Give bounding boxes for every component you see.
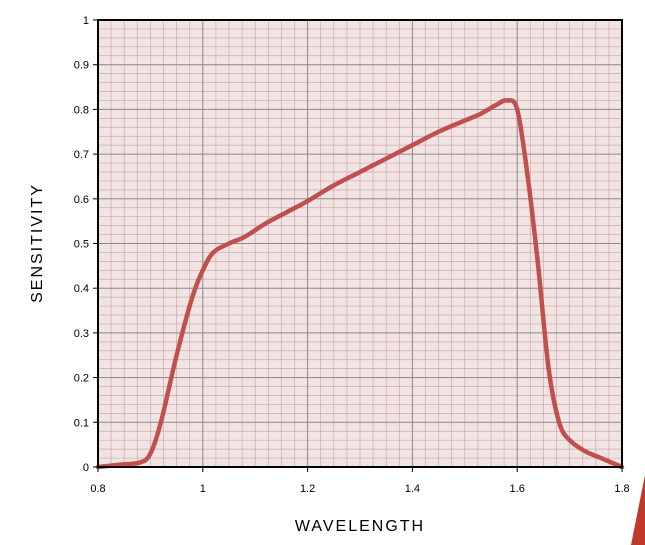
y-tick-label: 0.6	[74, 194, 89, 206]
x-tick-label: 1.8	[614, 483, 629, 495]
y-tick-label: 0.8	[74, 104, 89, 116]
data-point	[201, 268, 205, 272]
data-point	[568, 438, 572, 442]
x-tick-label: 0.8	[90, 483, 105, 495]
y-tick-label: 0.2	[74, 373, 89, 385]
data-point	[148, 452, 152, 456]
data-point	[243, 235, 247, 239]
data-point	[175, 353, 179, 357]
y-tick-label: 0.1	[74, 417, 89, 429]
data-point	[410, 143, 414, 147]
data-point	[494, 103, 498, 107]
y-tick-label: 0.7	[74, 149, 89, 161]
x-axis-title: WAVELENGTH	[295, 518, 425, 535]
y-tick-label: 0.4	[74, 283, 89, 295]
x-tick-label: 1.2	[300, 483, 315, 495]
y-tick-label: 0.3	[74, 328, 89, 340]
y-tick-label: 0.5	[74, 239, 89, 251]
data-point	[332, 183, 336, 187]
data-point	[306, 199, 310, 203]
data-point	[358, 170, 362, 174]
data-point	[599, 456, 603, 460]
x-tick-label: 1.6	[510, 483, 525, 495]
data-point	[437, 130, 441, 134]
data-point	[557, 420, 561, 424]
data-point	[479, 112, 483, 116]
data-point	[159, 420, 163, 424]
x-tick-label: 1	[200, 483, 206, 495]
data-point	[515, 107, 519, 111]
y-axis-title: SENSITIVITY	[29, 183, 46, 303]
sensitivity-curve	[95, 98, 625, 470]
y-tick-label: 0.9	[74, 60, 89, 72]
y-tick-label: 0	[83, 462, 89, 474]
x-tick-label: 1.4	[405, 483, 420, 495]
data-point	[384, 157, 388, 161]
data-point	[138, 461, 142, 465]
data-point	[583, 449, 587, 453]
data-point	[227, 242, 231, 246]
data-point	[505, 98, 509, 102]
x-axis-ticks: 0.8 1 1.2 1.4 1.6 1.8	[90, 467, 630, 495]
data-point	[526, 174, 530, 178]
data-point	[190, 295, 194, 299]
data-point	[211, 250, 215, 254]
y-axis-ticks: 0 0.1 0.2 0.3 0.4 0.5 0.6 0.7 0.8 0.9 1	[74, 15, 98, 474]
data-point	[536, 264, 540, 268]
data-point	[463, 119, 467, 123]
data-point	[547, 367, 551, 371]
y-tick-label: 1	[83, 15, 89, 27]
data-point	[285, 210, 289, 214]
data-point	[264, 221, 268, 225]
